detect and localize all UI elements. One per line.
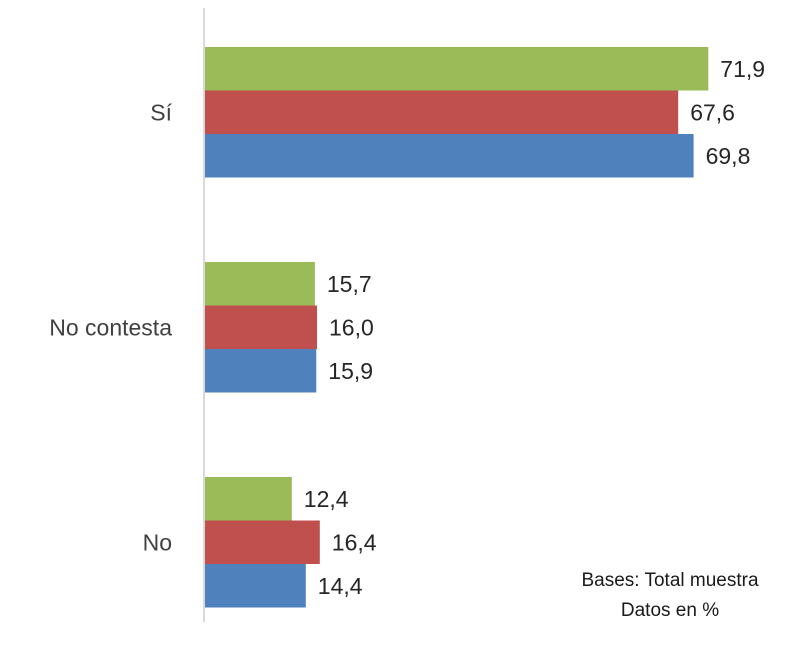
bars-group <box>205 47 709 608</box>
value-label-no-contesta-series-3: 15,9 <box>328 358 373 384</box>
value-label-no-series-2: 16,4 <box>332 529 377 555</box>
units-note: Datos en % <box>620 600 720 621</box>
bar-si-series-1 <box>205 47 709 91</box>
bar-no-series-1 <box>205 477 292 521</box>
labels-group: Sí 71,9 67,6 69,8 No contesta 15,7 16,0 15,9 No 1… <box>49 56 765 599</box>
value-label-no-contesta-series-2: 16,0 <box>329 314 374 340</box>
value-label-si-series-3: 69,8 <box>706 143 751 169</box>
value-label-si-series-1: 71,9 <box>720 56 765 82</box>
bar-si-series-3 <box>205 134 694 178</box>
value-label-si-series-2: 67,6 <box>690 99 735 125</box>
value-label-no-series-3: 14,4 <box>318 573 363 599</box>
value-label-no-contesta-series-1: 15,7 <box>327 271 372 297</box>
bar-no-series-2 <box>205 520 320 564</box>
bases-note: Bases: Total muestra <box>581 570 759 591</box>
bar-no-contesta-series-2 <box>205 305 317 349</box>
category-label-si: Sí <box>150 99 172 125</box>
category-label-no-contesta: No contesta <box>49 314 172 340</box>
bar-si-series-2 <box>205 90 679 134</box>
bar-no-series-3 <box>205 564 306 608</box>
value-label-no-series-1: 12,4 <box>304 486 349 512</box>
category-label-no: No <box>143 529 172 555</box>
bar-no-contesta-series-1 <box>205 262 315 306</box>
bar-no-contesta-series-3 <box>205 349 317 393</box>
